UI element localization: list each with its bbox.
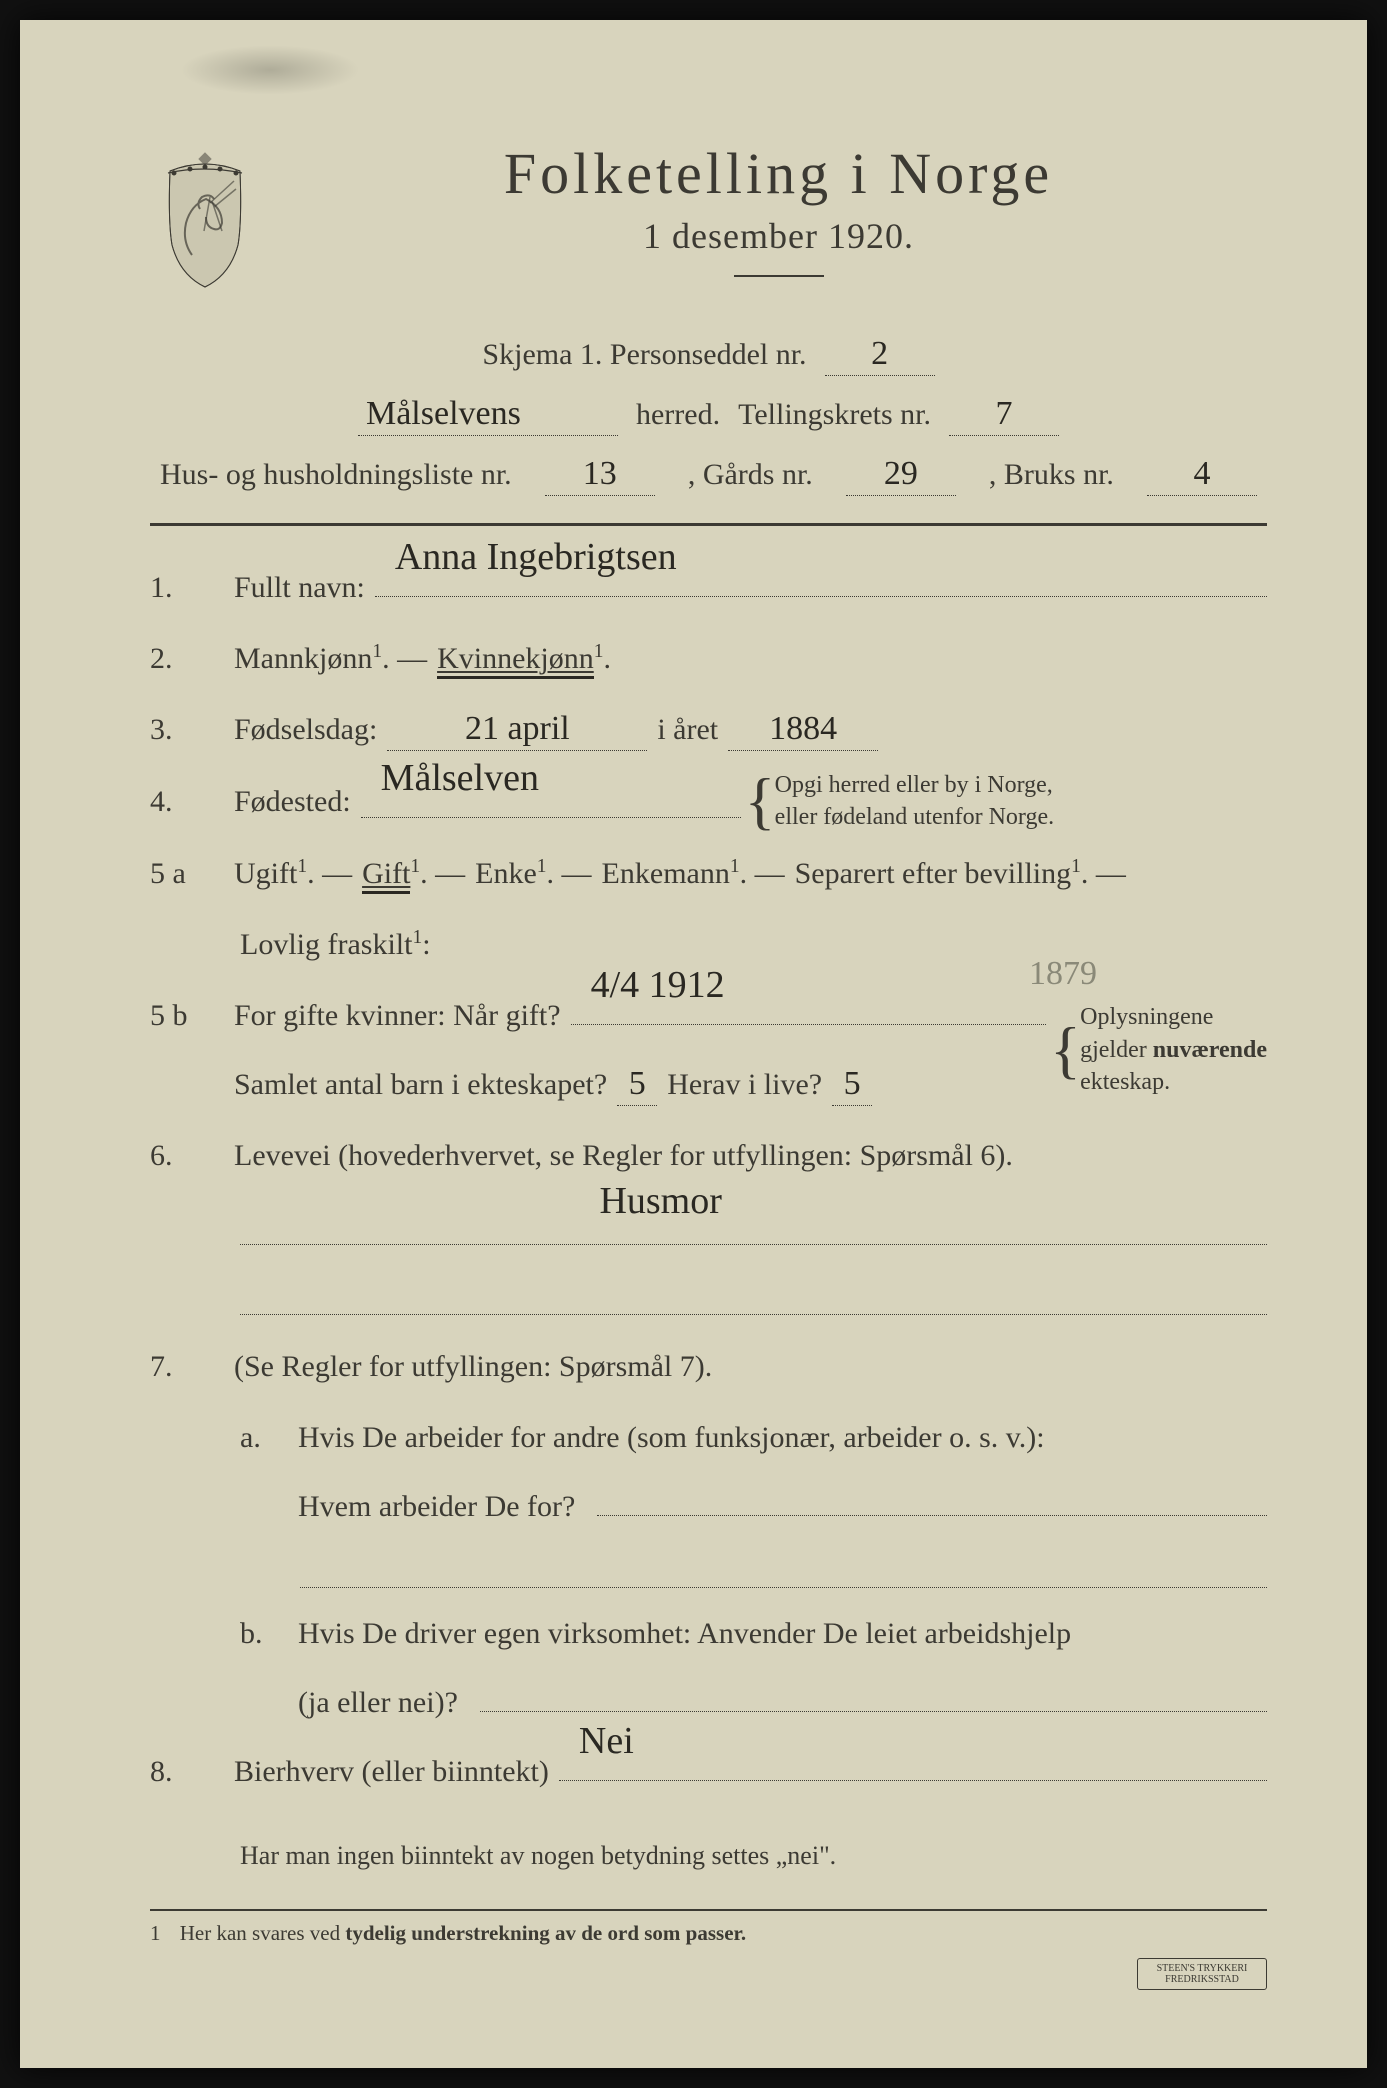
divider-thin bbox=[150, 1909, 1267, 1911]
q4-row: 4. Fødested: Målselven Opgi herred eller… bbox=[150, 769, 1267, 834]
meta-line-3: Hus- og husholdningsliste nr. 13 , Gårds… bbox=[150, 445, 1267, 505]
q4-num: 4. bbox=[150, 770, 210, 833]
q5a-enke: Enke1. — bbox=[475, 842, 591, 905]
q8-row: 8. Bierhverv (eller biinntekt) Nei bbox=[150, 1740, 1267, 1803]
q7b-2: (ja eller nei)? bbox=[240, 1671, 1267, 1734]
q7b-letter: b. bbox=[240, 1602, 276, 1665]
q7-label: (Se Regler for utfyllingen: Spørsmål 7). bbox=[234, 1335, 712, 1398]
meta-line-1: Skjema 1. Personseddel nr. 2 bbox=[150, 325, 1267, 385]
skjema-nr: 2 bbox=[825, 334, 935, 376]
sub-title: 1 desember 1920. bbox=[290, 215, 1267, 257]
q5b-barn: 5 bbox=[617, 1064, 657, 1106]
q1-num: 1. bbox=[150, 556, 210, 619]
q7b-l1: Hvis De driver egen virksomhet: Anvender… bbox=[298, 1602, 1267, 1665]
meta-line-2: Målselvens herred. Tellingskrets nr. 7 bbox=[150, 385, 1267, 445]
q2-row: 2. Mannkjønn1. — Kvinnekjønn1. bbox=[150, 627, 1267, 690]
q4-label: Fødested: bbox=[234, 770, 351, 833]
header: Folketelling i Norge 1 desember 1920. bbox=[150, 140, 1267, 295]
q3-label: Fødselsdag: bbox=[234, 698, 377, 761]
footnote-num: 1 bbox=[150, 1921, 161, 1945]
q6-num: 6. bbox=[150, 1124, 210, 1187]
q4-note: Opgi herred eller by i Norge,eller fødel… bbox=[751, 769, 1054, 834]
q5a-sep: Separert efter bevilling1. — bbox=[795, 842, 1126, 905]
footnote: 1 Her kan svares ved tydelig understrekn… bbox=[150, 1921, 1267, 1946]
tellingskrets-label: Tellingskrets nr. bbox=[738, 385, 931, 445]
question-list: 1. Fullt navn: Anna Ingebrigtsen 2. Mann… bbox=[150, 556, 1267, 1883]
q3-num: 3. bbox=[150, 698, 210, 761]
q7a-2: Hvem arbeider De for? bbox=[240, 1475, 1267, 1538]
q7-row: 7. (Se Regler for utfyllingen: Spørsmål … bbox=[150, 1335, 1267, 1398]
census-form-page: Folketelling i Norge 1 desember 1920. Sk… bbox=[20, 20, 1367, 2068]
q7a-l1: Hvis De arbeider for andre (som funksjon… bbox=[298, 1406, 1267, 1469]
herred-value: Målselvens bbox=[358, 394, 618, 436]
q5b-note: Oplysningene gjelder nuværende ekteskap. bbox=[1056, 1001, 1267, 1098]
q6-line: Husmor bbox=[240, 1195, 1267, 1245]
herred-label: herred. bbox=[636, 385, 720, 445]
gards-label: , Gårds nr. bbox=[688, 445, 813, 505]
q5a-ugift: Ugift1. — bbox=[234, 842, 352, 905]
q5b-label2: Samlet antal barn i ekteskapet? bbox=[234, 1053, 607, 1116]
q5a-num: 5 a bbox=[150, 842, 210, 905]
bruks-label: , Bruks nr. bbox=[989, 445, 1114, 505]
q2-num: 2. bbox=[150, 627, 210, 690]
title-block: Folketelling i Norge 1 desember 1920. bbox=[290, 140, 1267, 277]
tellingskrets-nr: 7 bbox=[949, 394, 1059, 436]
meta-block: Skjema 1. Personseddel nr. 2 Målselvens … bbox=[150, 325, 1267, 505]
q7b-l2: (ja eller nei)? bbox=[298, 1671, 458, 1734]
q5a-gift: Gift1. — bbox=[362, 842, 465, 905]
q8-num: 8. bbox=[150, 1740, 210, 1803]
q4-value: Målselven bbox=[381, 739, 539, 819]
q7a-line bbox=[597, 1483, 1267, 1516]
q5b-when-line: 4/4 1912 bbox=[571, 992, 1047, 1025]
q7a-line-2 bbox=[300, 1544, 1267, 1588]
bruks-nr: 4 bbox=[1147, 454, 1257, 496]
q5b-row: 1879 5 b For gifte kvinner: Når gift? 4/… bbox=[150, 984, 1267, 1116]
hus-label: Hus- og husholdningsliste nr. bbox=[160, 445, 512, 505]
q4-line: Målselven bbox=[361, 785, 741, 818]
q5b-ilive: 5 bbox=[832, 1064, 872, 1106]
q2-kvinne: Kvinnekjønn1. bbox=[437, 627, 611, 690]
q7a-letter: a. bbox=[240, 1406, 276, 1469]
q2-mann: Mannkjønn1. — bbox=[234, 627, 427, 690]
q1-line: Anna Ingebrigtsen bbox=[375, 564, 1267, 597]
q8-value: Nei bbox=[579, 1702, 634, 1782]
q6-value: Husmor bbox=[599, 1162, 721, 1242]
q1-label: Fullt navn: bbox=[234, 556, 365, 619]
q5b-when: 4/4 1912 bbox=[591, 946, 725, 1026]
q5a-lovlig: Lovlig fraskilt1: bbox=[240, 913, 431, 976]
main-title: Folketelling i Norge bbox=[290, 140, 1267, 207]
q6-line-2 bbox=[240, 1265, 1267, 1315]
q5b-num: 5 b bbox=[150, 984, 210, 1047]
q1-row: 1. Fullt navn: Anna Ingebrigtsen bbox=[150, 556, 1267, 619]
q5a-row: 5 a Ugift1. — Gift1. — Enke1. — Enkemann… bbox=[150, 842, 1267, 905]
skjema-label: Skjema 1. Personseddel nr. bbox=[482, 325, 806, 385]
q8-line: Nei bbox=[559, 1748, 1267, 1781]
bottom-note: Har man ingen biinntekt av nogen betydni… bbox=[240, 1829, 1267, 1884]
q7-num: 7. bbox=[150, 1335, 210, 1398]
q7a: a. Hvis De arbeider for andre (som funks… bbox=[240, 1406, 1267, 1469]
footnote-text: Her kan svares ved tydelig understreknin… bbox=[180, 1921, 746, 1945]
printer-mark: STEEN'S TRYKKERI FREDRIKSSTAD bbox=[1137, 1958, 1267, 1990]
q7a-l2: Hvem arbeider De for? bbox=[298, 1475, 575, 1538]
paper-smudge bbox=[180, 45, 360, 95]
q5b-label1: For gifte kvinner: Når gift? bbox=[234, 984, 561, 1047]
divider-thick bbox=[150, 523, 1267, 526]
q7b: b. Hvis De driver egen virksomhet: Anven… bbox=[240, 1602, 1267, 1665]
q5a-enkemann: Enkemann1. — bbox=[602, 842, 785, 905]
q1-value: Anna Ingebrigtsen bbox=[395, 518, 677, 598]
q3-year: 1884 bbox=[728, 709, 878, 751]
gards-nr: 29 bbox=[846, 454, 956, 496]
q3-row: 3. Fødselsdag: 21 april i året 1884 bbox=[150, 698, 1267, 761]
q5b-label3: Herav i live? bbox=[667, 1053, 822, 1116]
hus-nr: 13 bbox=[545, 454, 655, 496]
q3-mid: i året bbox=[657, 698, 718, 761]
coat-of-arms-icon bbox=[150, 145, 260, 295]
q8-label: Bierhverv (eller biinntekt) bbox=[234, 1740, 549, 1803]
title-rule bbox=[734, 275, 824, 277]
